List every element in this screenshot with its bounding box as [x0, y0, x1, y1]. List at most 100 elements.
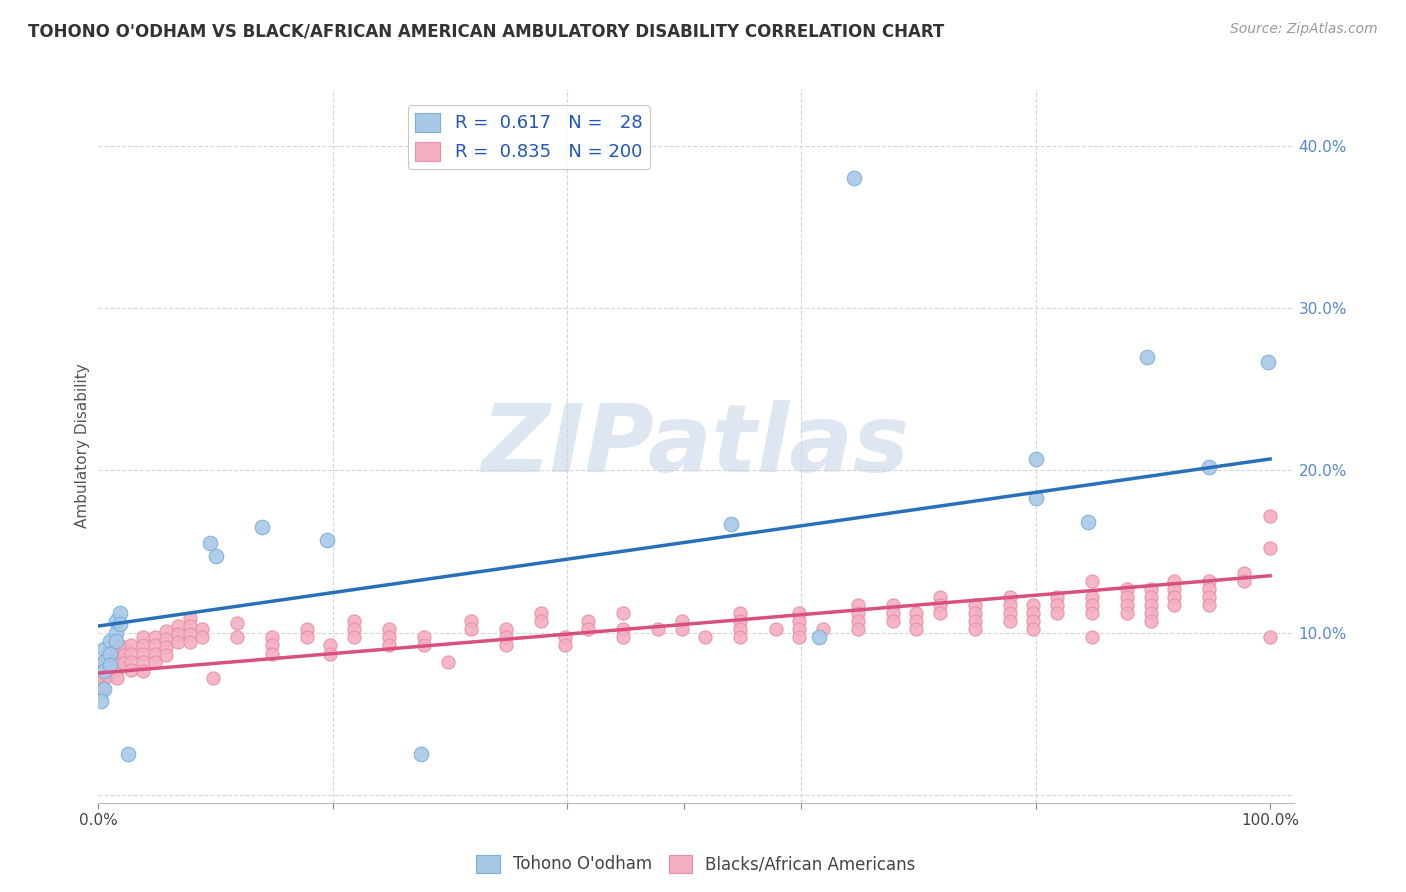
Point — [101, 665, 124, 679]
Point — [963, 606, 986, 620]
Point — [378, 639, 401, 653]
Point — [155, 640, 177, 654]
Y-axis label: Ambulatory Disability: Ambulatory Disability — [75, 364, 90, 528]
Point — [143, 639, 166, 653]
Point — [190, 631, 212, 645]
Point — [1257, 354, 1279, 368]
Point — [1116, 598, 1139, 612]
Point — [91, 663, 114, 677]
Point — [576, 622, 599, 636]
Point — [98, 647, 121, 661]
Point — [671, 614, 693, 628]
Point — [1025, 452, 1047, 467]
Point — [554, 639, 576, 653]
Point — [787, 614, 810, 628]
Point — [202, 671, 225, 685]
Point — [695, 631, 717, 645]
Point — [576, 614, 599, 628]
Point — [179, 627, 201, 641]
Point — [98, 657, 121, 672]
Point — [132, 631, 155, 645]
Point — [846, 606, 869, 620]
Point — [787, 631, 810, 645]
Point — [319, 647, 342, 661]
Point — [225, 615, 247, 630]
Point — [1081, 590, 1104, 604]
Point — [93, 655, 115, 669]
Point — [554, 631, 576, 645]
Point — [89, 671, 111, 685]
Point — [1081, 574, 1104, 588]
Point — [1163, 598, 1185, 612]
Point — [1198, 574, 1220, 588]
Point — [928, 598, 950, 612]
Point — [928, 606, 950, 620]
Point — [730, 631, 752, 645]
Point — [1258, 541, 1281, 556]
Point — [105, 639, 128, 653]
Point — [91, 655, 114, 669]
Point — [378, 622, 401, 636]
Point — [1022, 622, 1045, 636]
Point — [495, 631, 517, 645]
Point — [1081, 631, 1104, 645]
Point — [1046, 598, 1069, 612]
Point — [1081, 598, 1104, 612]
Point — [1116, 590, 1139, 604]
Point — [98, 633, 121, 648]
Point — [1233, 566, 1256, 580]
Point — [730, 622, 752, 636]
Point — [882, 606, 904, 620]
Point — [905, 606, 928, 620]
Point — [132, 647, 155, 661]
Point — [343, 614, 366, 628]
Point — [112, 640, 135, 654]
Point — [1258, 631, 1281, 645]
Point — [720, 516, 742, 531]
Point — [93, 641, 115, 656]
Point — [1139, 598, 1161, 612]
Point — [612, 631, 634, 645]
Point — [963, 614, 986, 628]
Point — [846, 622, 869, 636]
Point — [671, 622, 693, 636]
Point — [89, 679, 111, 693]
Point — [90, 693, 112, 707]
Point — [343, 622, 366, 636]
Point — [765, 622, 787, 636]
Point — [132, 655, 155, 669]
Point — [647, 622, 669, 636]
Point — [1025, 491, 1047, 505]
Point — [167, 635, 190, 649]
Point — [252, 520, 274, 534]
Point — [1139, 606, 1161, 620]
Point — [1022, 598, 1045, 612]
Point — [93, 682, 115, 697]
Point — [108, 606, 131, 620]
Point — [179, 619, 201, 633]
Point — [155, 632, 177, 646]
Point — [730, 606, 752, 620]
Point — [1022, 606, 1045, 620]
Point — [93, 665, 115, 679]
Point — [963, 598, 986, 612]
Point — [1258, 508, 1281, 523]
Point — [1046, 590, 1069, 604]
Point — [112, 648, 135, 663]
Point — [1077, 515, 1099, 529]
Point — [1139, 582, 1161, 596]
Point — [495, 639, 517, 653]
Point — [155, 648, 177, 663]
Point — [101, 648, 124, 663]
Text: TOHONO O'ODHAM VS BLACK/AFRICAN AMERICAN AMBULATORY DISABILITY CORRELATION CHART: TOHONO O'ODHAM VS BLACK/AFRICAN AMERICAN… — [28, 22, 945, 40]
Point — [1046, 606, 1069, 620]
Point — [846, 598, 869, 612]
Point — [97, 645, 120, 659]
Point — [132, 639, 155, 653]
Point — [787, 606, 810, 620]
Point — [260, 631, 283, 645]
Point — [409, 747, 432, 761]
Point — [530, 614, 553, 628]
Point — [1116, 582, 1139, 596]
Point — [882, 598, 904, 612]
